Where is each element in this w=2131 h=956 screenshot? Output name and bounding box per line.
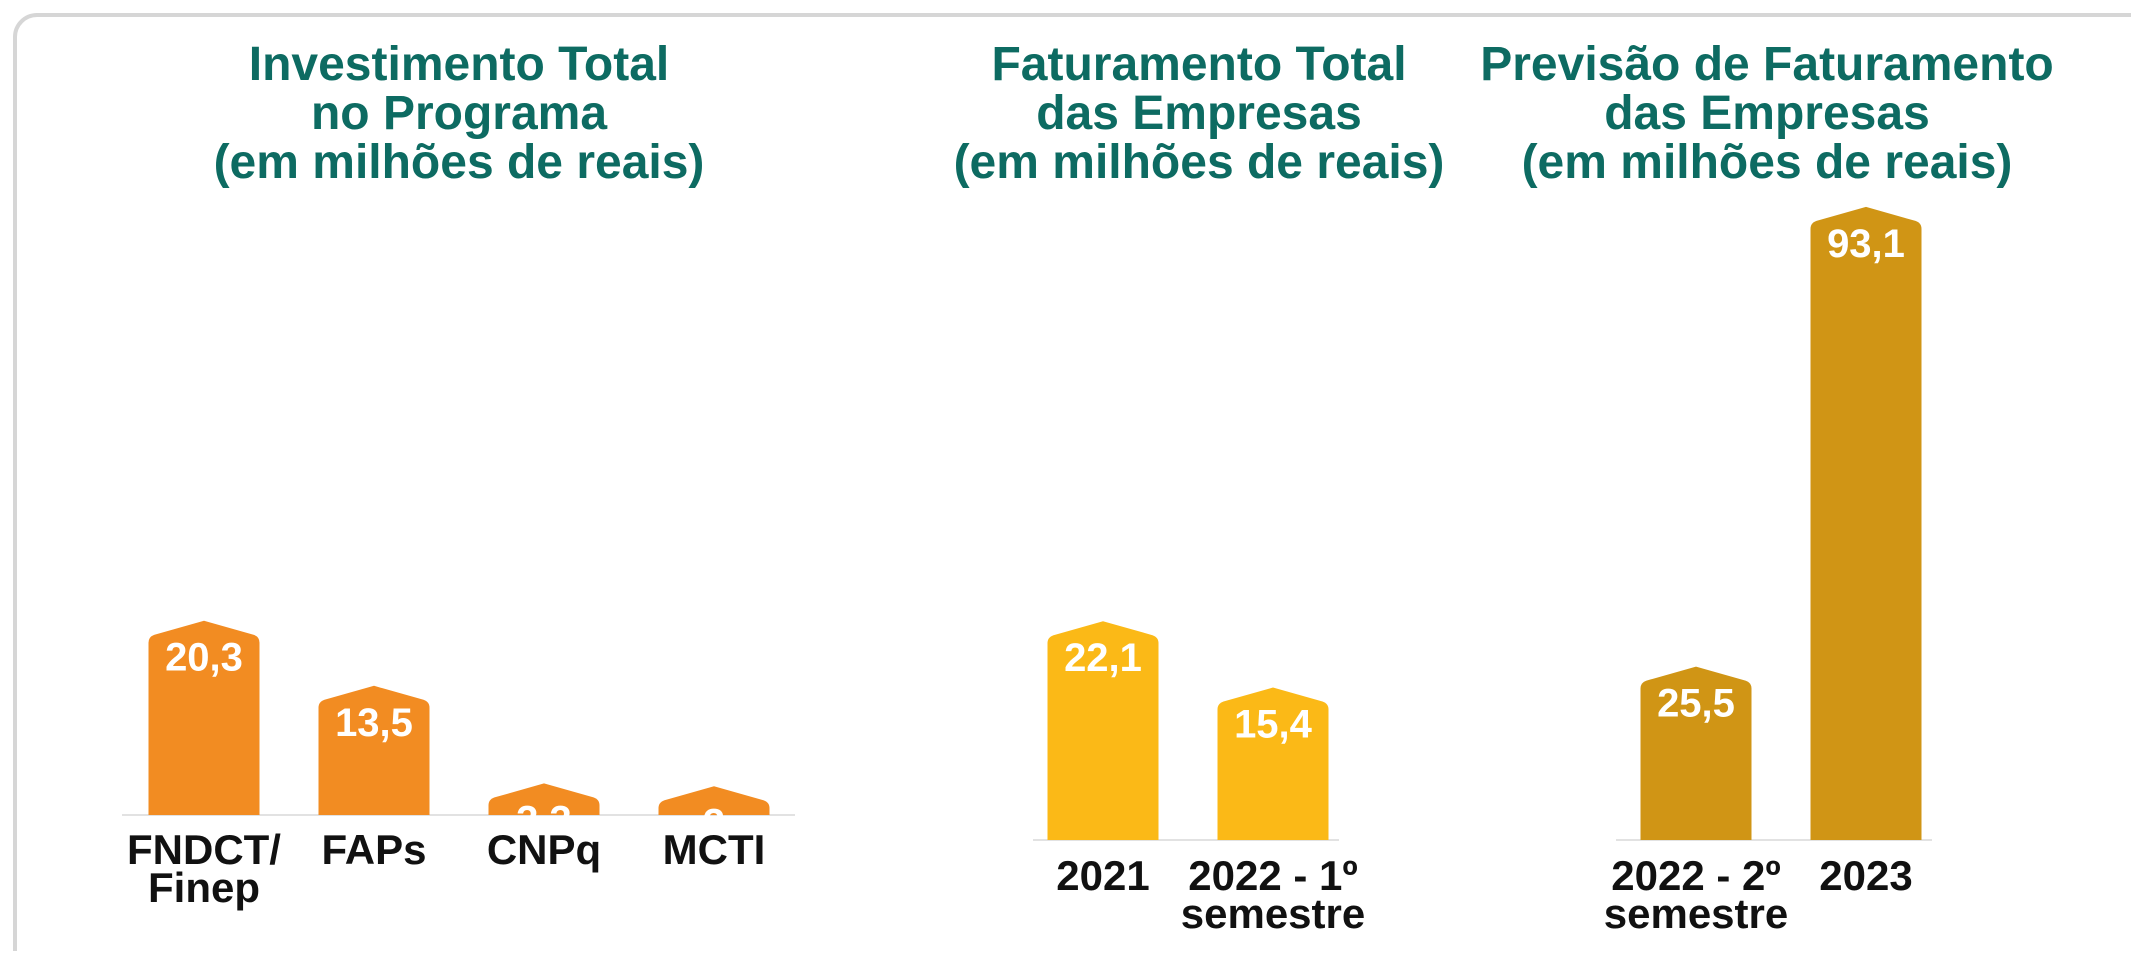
x-tick-label: FAPs (321, 826, 426, 873)
x-tick-label: CNPq (487, 826, 601, 873)
chart-subtitle: (em milhões de reais) (214, 136, 705, 189)
bar (1640, 666, 1752, 840)
value-label: 13,5 (335, 701, 413, 745)
bar (1047, 621, 1159, 840)
chart-subtitle: (em milhões de reais) (954, 136, 1445, 189)
chart-title: Investimento Total no Programa (249, 38, 670, 140)
value-label: 15,4 (1234, 703, 1313, 747)
bar (658, 786, 770, 815)
x-tick-label: 2022 - 2º semestre (1604, 852, 1788, 937)
x-tick-label: MCTI (663, 826, 766, 873)
value-label: 93,1 (1827, 222, 1905, 266)
value-label: 3 (703, 801, 725, 845)
card (13, 13, 2131, 956)
chart-title: Previsão de Faturamento das Empresas (1480, 38, 2054, 140)
bar (488, 783, 600, 815)
value-label: 22,1 (1064, 636, 1142, 680)
x-tick-label: 2022 - 1º semestre (1181, 852, 1365, 937)
bar (318, 685, 430, 815)
value-label: 25,5 (1657, 682, 1735, 726)
value-label: 3,3 (516, 798, 572, 842)
x-tick-label: 2021 (1056, 852, 1149, 899)
chart-title: Faturamento Total das Empresas (991, 38, 1406, 140)
bar (1810, 206, 1922, 841)
bar (1217, 687, 1329, 840)
x-tick-label: FNDCT/Finep (127, 826, 281, 911)
value-label: 20,3 (165, 636, 243, 680)
chart-subtitle: (em milhões de reais) (1522, 136, 2013, 189)
bar (148, 620, 260, 815)
x-tick-label: 2023 (1819, 852, 1912, 899)
